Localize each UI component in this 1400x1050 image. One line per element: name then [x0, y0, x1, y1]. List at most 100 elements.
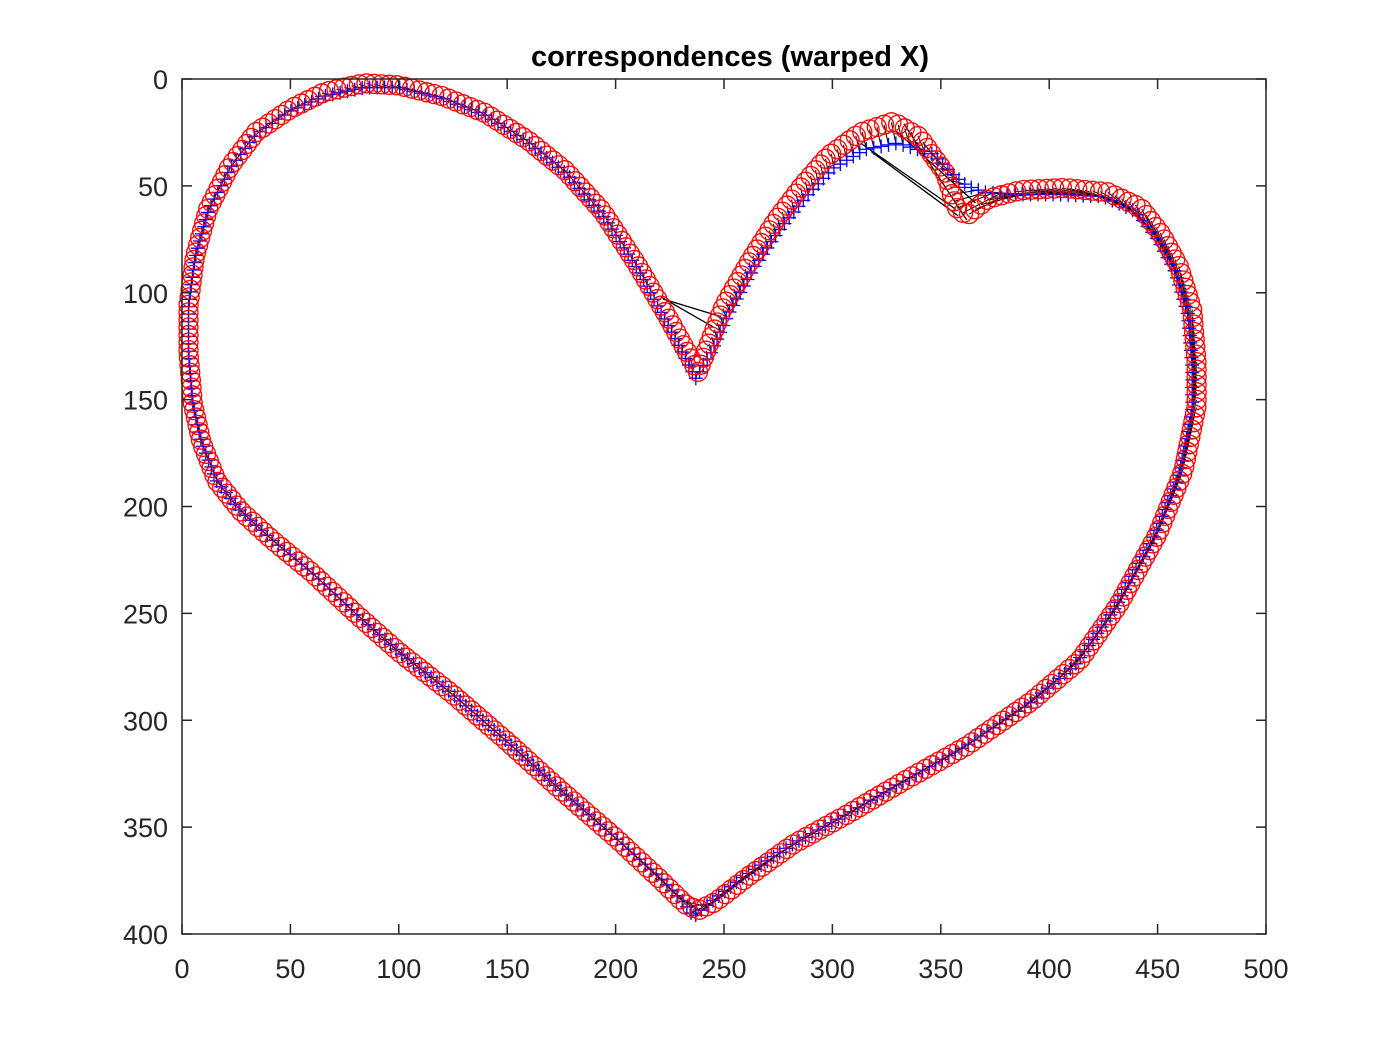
circle-marker: [869, 785, 890, 806]
circle-marker: [252, 117, 273, 138]
circle-marker: [948, 740, 970, 761]
circle-marker: [735, 258, 756, 280]
plus-marker: [791, 833, 806, 848]
circle-marker: [1183, 321, 1205, 343]
circle-marker: [563, 791, 584, 812]
circle-marker: [958, 203, 980, 225]
circle-marker: [180, 279, 201, 301]
plus-marker: [785, 837, 800, 852]
chart-title: correspondences (warped X): [531, 41, 929, 73]
circle-marker: [344, 602, 365, 623]
circle-marker: [1120, 573, 1141, 594]
circle-marker: [535, 766, 556, 787]
circle-marker: [1174, 456, 1195, 477]
circle-marker: [998, 183, 1019, 204]
circle-marker: [690, 354, 711, 375]
circle-marker: [185, 407, 207, 428]
correspondence-line: [968, 193, 1009, 215]
circle-marker: [185, 242, 207, 263]
circle-marker: [751, 233, 772, 254]
circle-marker: [943, 191, 965, 212]
correspondence-line-long: [894, 129, 976, 204]
circle-marker: [669, 328, 690, 349]
circle-marker: [654, 302, 676, 323]
plus-marker: [779, 841, 794, 856]
y-tick-label: 50: [138, 172, 168, 202]
x-tick-label: 0: [174, 954, 189, 984]
circle-marker: [472, 710, 494, 731]
circle-marker: [247, 516, 269, 538]
plus-marker: [874, 139, 889, 154]
circle-marker: [180, 362, 201, 383]
circle-marker: [355, 612, 377, 634]
circle-marker: [643, 282, 664, 303]
circle-marker: [231, 501, 252, 522]
circle-marker: [673, 335, 694, 356]
circle-marker: [182, 264, 203, 286]
circle-marker: [193, 213, 215, 234]
circle-marker: [1182, 306, 1204, 328]
circle-marker: [1138, 539, 1160, 561]
circle-marker: [611, 230, 632, 252]
circle-marker: [941, 184, 962, 205]
circle-marker: [191, 220, 213, 241]
circle-marker: [665, 321, 687, 343]
circle-marker: [409, 80, 430, 101]
circle-marker: [901, 122, 922, 143]
y-tick-label: 250: [123, 599, 168, 629]
x-tick-label: 450: [1135, 954, 1180, 984]
circle-marker: [189, 227, 211, 249]
circle-marker: [178, 309, 199, 331]
circle-marker: [1059, 659, 1080, 680]
plus-marker: [736, 278, 751, 293]
circle-marker: [836, 804, 857, 826]
circle-marker: [1182, 299, 1203, 320]
plus-marker: [888, 136, 903, 151]
circle-marker: [371, 74, 392, 95]
circle-marker: [902, 766, 923, 787]
circle-marker: [253, 521, 274, 543]
circle-marker: [1059, 178, 1080, 199]
circle-marker: [653, 873, 675, 894]
circle-marker: [1178, 434, 1199, 455]
circle-marker: [1177, 441, 1198, 462]
circle-marker: [416, 82, 437, 103]
circle-marker: [637, 857, 658, 878]
circle-marker: [615, 836, 636, 857]
circle-marker: [178, 294, 199, 315]
circle-marker: [1051, 177, 1073, 199]
circle-marker: [776, 838, 797, 860]
x-tick-label: 200: [593, 954, 638, 984]
plus-marker: [196, 219, 211, 234]
plus-marker: [198, 212, 213, 227]
plus-marker: [846, 149, 861, 164]
circle-marker: [322, 581, 343, 603]
circle-marker: [935, 747, 956, 768]
circle-marker: [631, 852, 652, 873]
circle-marker: [939, 176, 960, 198]
circle-marker: [626, 847, 647, 868]
circle-marker: [373, 627, 394, 649]
circle-marker: [727, 271, 748, 293]
circle-marker: [719, 285, 741, 306]
circle-marker: [1124, 566, 1145, 587]
circle-marker: [1131, 553, 1152, 574]
series-circle-markers: [178, 73, 1207, 920]
circle-marker: [964, 199, 986, 220]
circle-marker: [455, 695, 476, 716]
plus-marker: [852, 145, 867, 160]
circle-marker: [333, 592, 354, 613]
circle-marker: [361, 617, 382, 639]
circle-marker: [603, 218, 624, 239]
circle-marker: [642, 862, 664, 883]
circle-marker: [723, 278, 744, 299]
plus-marker: [733, 285, 748, 300]
circle-marker: [755, 226, 776, 247]
x-tick-label: 300: [810, 954, 855, 984]
circle-marker: [1186, 351, 1207, 373]
circle-marker: [650, 295, 672, 316]
y-tick-label: 350: [123, 813, 168, 843]
y-tick-label: 300: [123, 706, 168, 736]
circle-marker: [311, 571, 332, 592]
circle-marker: [529, 760, 550, 782]
